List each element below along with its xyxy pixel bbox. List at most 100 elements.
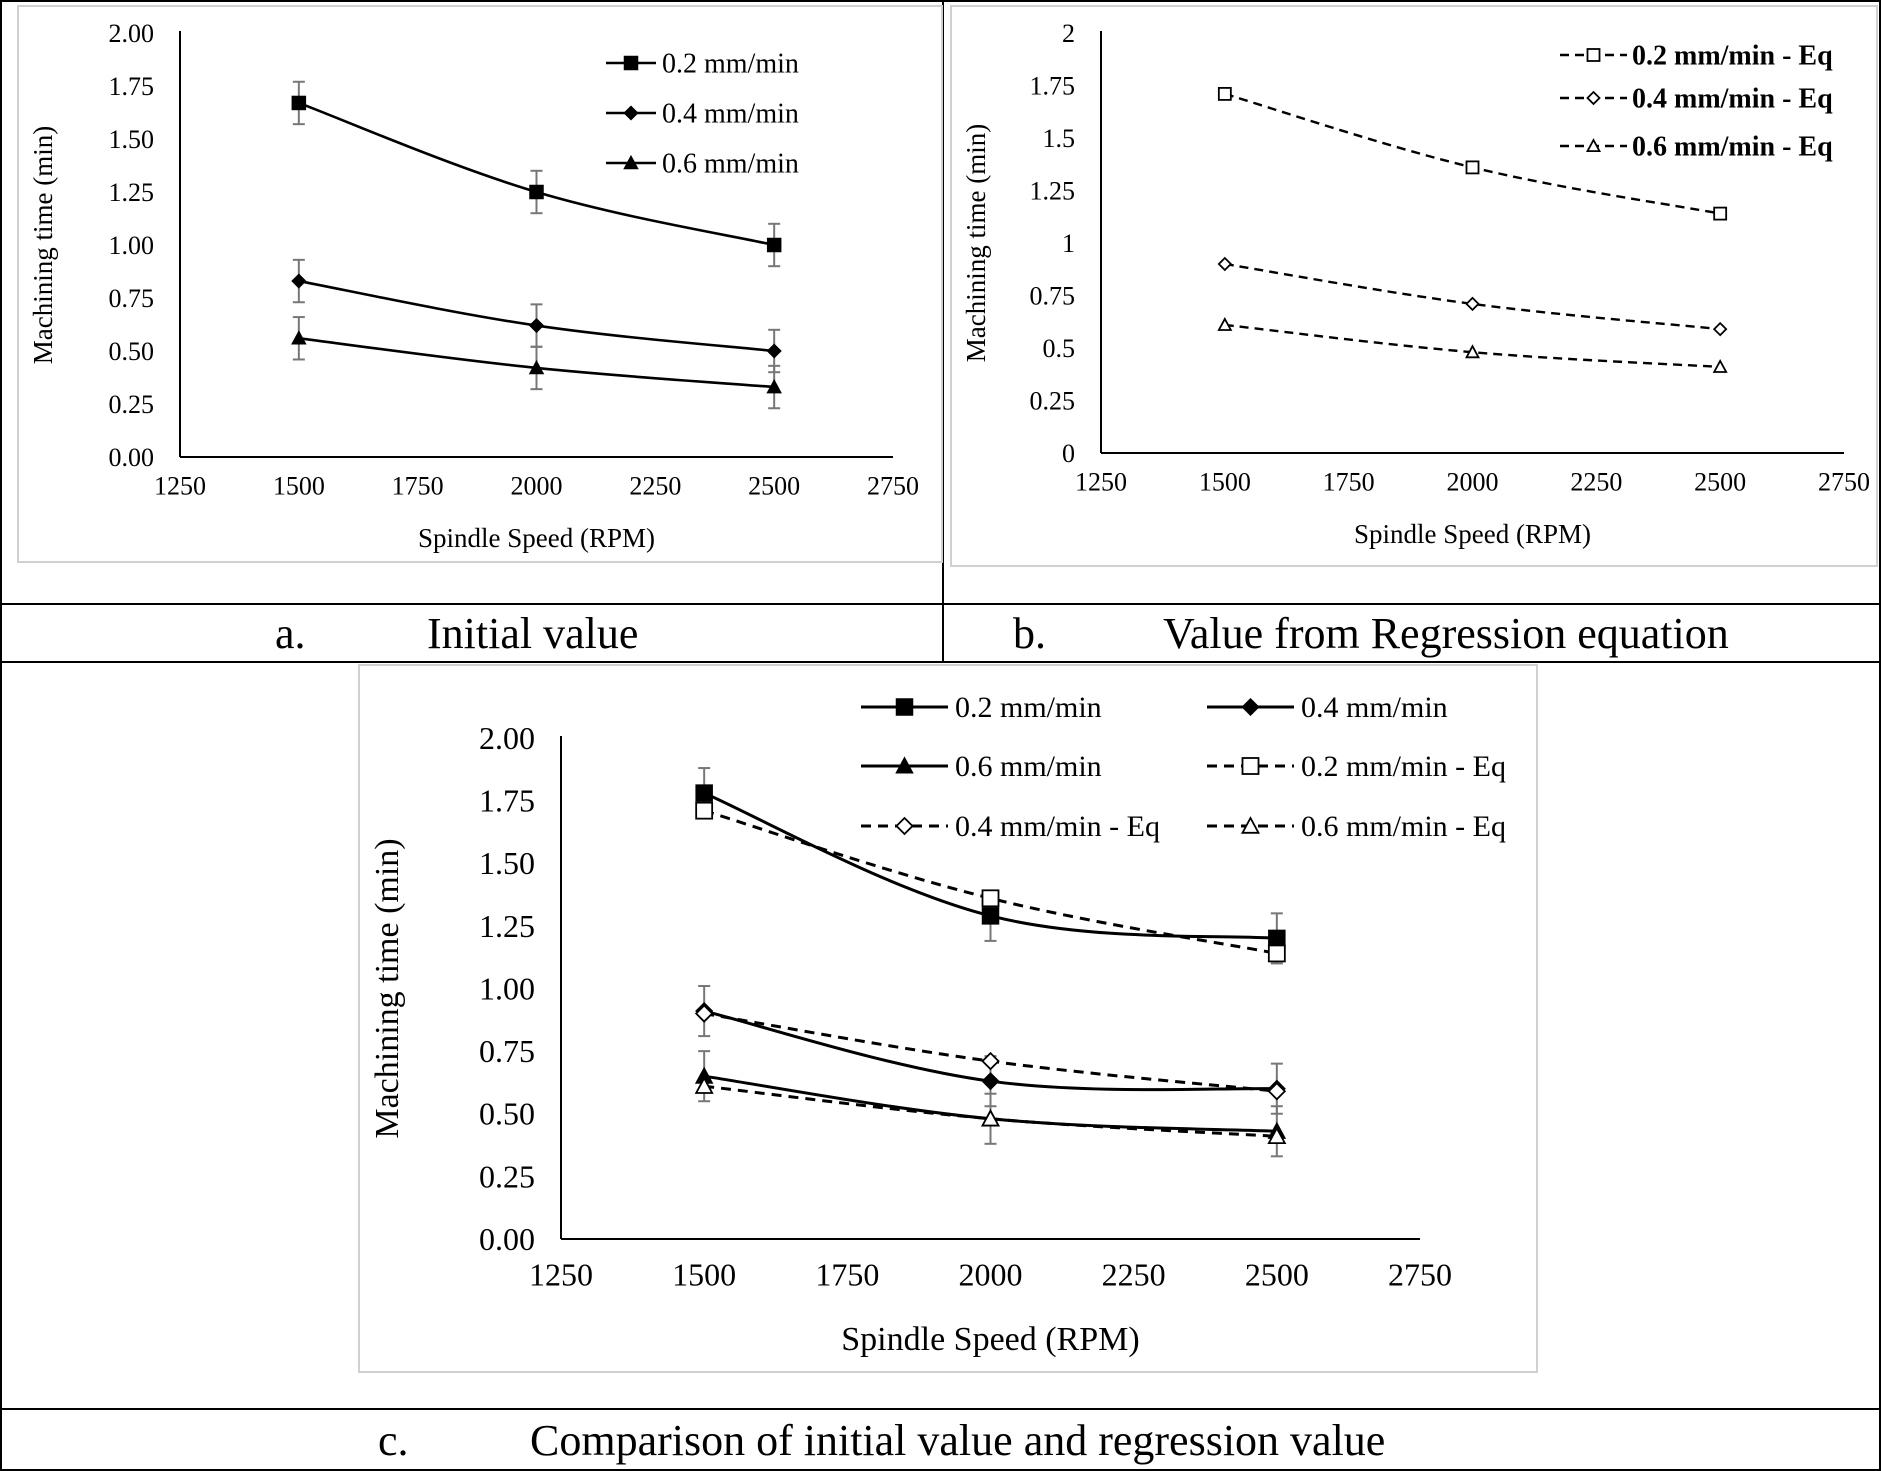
x-axis-label: Spindle Speed (RPM) bbox=[418, 523, 655, 553]
data-point bbox=[1217, 317, 1233, 331]
y-tick-label: 1.50 bbox=[109, 125, 155, 154]
legend: 0.2 mm/min 0.4 mm/min 0.6 mm/min bbox=[606, 49, 799, 180]
data-point bbox=[694, 1004, 714, 1023]
y-tick-label: 1.75 bbox=[479, 783, 535, 819]
caption-a-letter: a. bbox=[275, 609, 306, 658]
x-tick-label: 1500 bbox=[273, 472, 325, 501]
x-tick-label: 2000 bbox=[511, 472, 563, 501]
y-tick-label: 1.75 bbox=[109, 72, 155, 101]
caption-b: b. Value from Regression equation bbox=[1013, 609, 1729, 658]
data-point bbox=[1712, 321, 1728, 337]
legend-label: 0.2 mm/min bbox=[955, 691, 1102, 724]
caption-b-letter: b. bbox=[1013, 609, 1046, 658]
y-tick-label: 2 bbox=[1062, 19, 1075, 48]
data-point bbox=[981, 907, 1000, 925]
x-tick-label: 2250 bbox=[629, 472, 681, 501]
series-eq-diamond bbox=[1217, 256, 1728, 337]
legend: 0.2 mm/min - Eq 0.4 mm/min - Eq 0.6 mm/min… bbox=[1560, 41, 1833, 163]
y-tick-label: 0.25 bbox=[479, 1158, 535, 1194]
chart-comparison: 0.00 0.25 0.50 0.75 1.00 1.25 1.50 1.75 2.00 1250… bbox=[369, 691, 1506, 1358]
y-tick-label: 0.75 bbox=[479, 1033, 535, 1069]
data-point bbox=[694, 1076, 714, 1094]
data-point bbox=[980, 1108, 1001, 1127]
data-point bbox=[528, 359, 545, 375]
x-tick-label: 2750 bbox=[1818, 468, 1870, 497]
data-point bbox=[1713, 206, 1728, 221]
legend-label: 0.6 mm/min - Eq bbox=[1301, 810, 1506, 843]
chart-area-borders bbox=[17, 5, 1878, 1373]
x-tick-label: 2000 bbox=[959, 1256, 1023, 1292]
x-tick-label: 2750 bbox=[1388, 1256, 1452, 1292]
legend-label: 0.6 mm/min - Eq bbox=[1632, 132, 1833, 163]
data-point bbox=[981, 889, 1000, 908]
x-tick-label: 1500 bbox=[1199, 468, 1251, 497]
legend-label: 0.2 mm/min - Eq bbox=[1301, 750, 1506, 783]
data-point bbox=[1464, 344, 1481, 359]
data-point bbox=[1465, 296, 1480, 312]
y-tick-label: 0.50 bbox=[109, 337, 155, 366]
data-point bbox=[695, 801, 714, 820]
y-axis-label: Machining time (min) bbox=[369, 838, 406, 1138]
x-tick-label: 1750 bbox=[1323, 468, 1375, 497]
legend-marker bbox=[895, 756, 914, 774]
legend-label: 0.4 mm/min bbox=[662, 99, 799, 130]
x-tick-label: 2250 bbox=[1570, 468, 1622, 497]
series-square bbox=[695, 767, 1286, 965]
series-diamond bbox=[291, 258, 782, 374]
series-square bbox=[291, 80, 782, 268]
x-tick-label: 2000 bbox=[1447, 468, 1499, 497]
series-eq-square bbox=[695, 801, 1286, 963]
y-tick-label: 1.75 bbox=[1030, 71, 1076, 100]
legend-marker bbox=[895, 698, 914, 716]
y-tick-label: 0.50 bbox=[479, 1096, 535, 1132]
y-tick-label: 0.5 bbox=[1043, 334, 1076, 363]
legend-marker bbox=[1241, 697, 1260, 717]
legend-label: 0.6 mm/min bbox=[955, 750, 1102, 783]
legend-label: 0.4 mm/min - Eq bbox=[955, 810, 1160, 843]
y-tick-label: 2.00 bbox=[479, 720, 535, 756]
y-tick-label: 0.00 bbox=[479, 1221, 535, 1257]
x-tick-label: 2250 bbox=[1102, 1256, 1166, 1292]
y-tick-label: 1 bbox=[1062, 229, 1075, 258]
y-tick-label: 0.25 bbox=[109, 390, 155, 419]
y-axis-label: Machining time (min) bbox=[961, 124, 991, 362]
y-tick-label: 1.00 bbox=[479, 970, 535, 1006]
x-tick-label: 1750 bbox=[392, 472, 444, 501]
chart-regression-value: 0 0.25 0.5 0.75 1 1.25 1.5 1.75 2 1250 1500 1750 200… bbox=[961, 19, 1870, 549]
series-eq-square bbox=[1217, 87, 1728, 221]
x-tick-label: 1250 bbox=[154, 472, 206, 501]
y-tick-label: 0 bbox=[1062, 439, 1075, 468]
data-point bbox=[291, 273, 307, 289]
caption-a: a. Initial value bbox=[275, 609, 638, 658]
y-tick-label: 1.00 bbox=[109, 231, 155, 260]
x-tick-label: 2500 bbox=[1245, 1256, 1309, 1292]
y-tick-label: 1.25 bbox=[1030, 176, 1076, 205]
y-tick-label: 2.00 bbox=[109, 19, 155, 48]
legend-marker bbox=[623, 154, 639, 170]
legend-marker bbox=[1241, 757, 1260, 775]
legend-marker bbox=[1586, 48, 1601, 62]
x-tick-label: 1500 bbox=[672, 1256, 736, 1292]
y-tick-label: 0.75 bbox=[1030, 281, 1076, 310]
data-point bbox=[528, 317, 545, 334]
data-point bbox=[766, 343, 782, 359]
data-point bbox=[766, 237, 782, 253]
x-tick-label: 2500 bbox=[748, 472, 800, 501]
series-line bbox=[1224, 323, 1721, 369]
data-point bbox=[1267, 1081, 1287, 1101]
x-axis-label: Spindle Speed (RPM) bbox=[1354, 519, 1591, 549]
caption-c: c. Comparison of initial value and regre… bbox=[378, 1416, 1385, 1465]
series-eq-triangle bbox=[1217, 317, 1728, 373]
y-tick-label: 1.25 bbox=[109, 178, 155, 207]
y-axis-label: Machining time (min) bbox=[28, 126, 58, 364]
legend-label: 0.6 mm/min bbox=[662, 149, 799, 180]
data-point bbox=[1268, 929, 1286, 948]
data-point bbox=[981, 1072, 1000, 1091]
y-tick-label: 0.00 bbox=[109, 443, 155, 472]
x-tick-label: 1750 bbox=[815, 1256, 879, 1292]
data-point bbox=[1267, 944, 1286, 963]
legend-label: 0.4 mm/min bbox=[1301, 691, 1448, 724]
x-tick-label: 1250 bbox=[529, 1256, 593, 1292]
